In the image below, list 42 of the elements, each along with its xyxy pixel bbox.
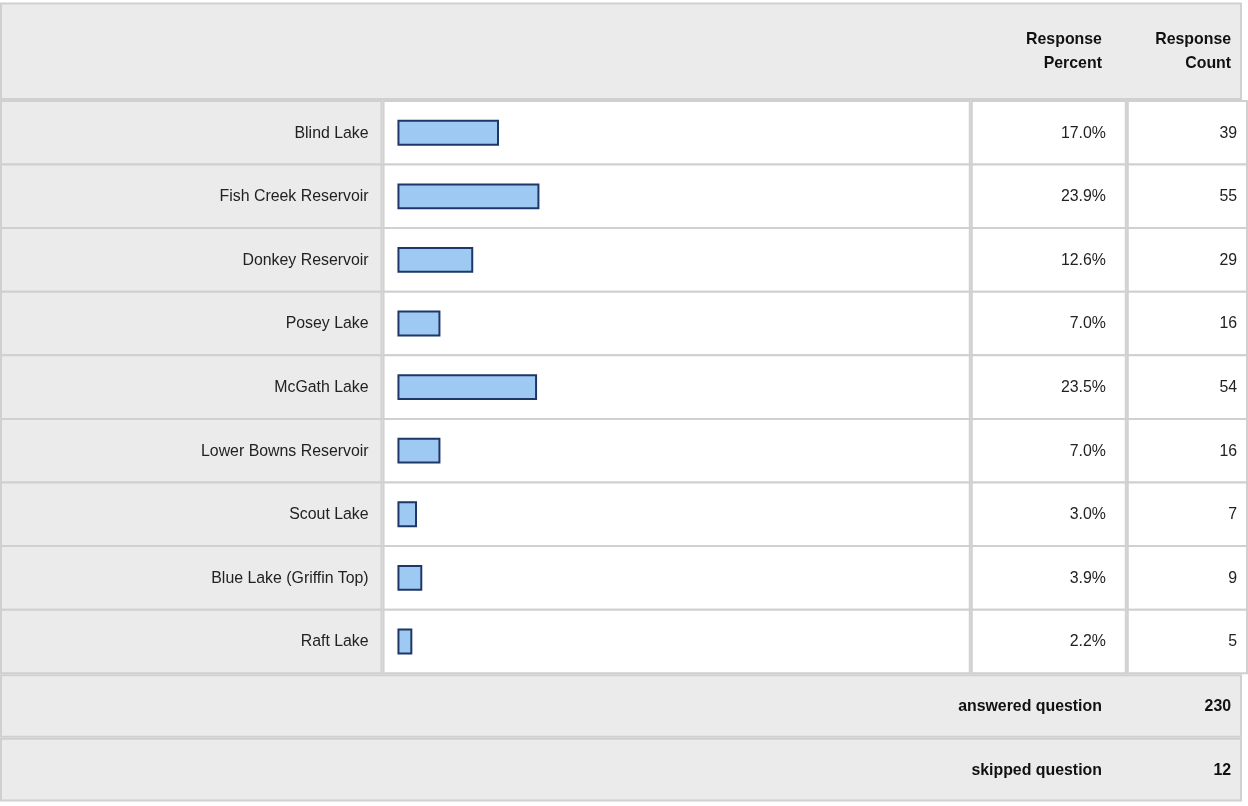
text: 230 [1204,697,1232,715]
text: 29 [1219,250,1238,268]
data-label: 23.9% [1060,187,1106,205]
data-label: 3.9% [1069,568,1106,586]
bar [397,628,413,655]
y-tick-label: Fish Creek Reservoir [219,187,370,205]
y-tick-label: Posey Lake [285,314,369,332]
text: Response Count [1155,30,1232,72]
text: 7 [1228,505,1238,523]
bar [397,310,441,337]
text: 16 [1219,441,1238,459]
text: 12 [1213,760,1232,778]
y-tick-label: McGath Lake [274,378,369,396]
y-tick-label: Donkey Reservoir [242,250,370,268]
data-label: 2.2% [1069,632,1106,650]
text: 39 [1219,123,1238,141]
y-tick-label: Scout Lake [289,505,369,523]
bar [397,119,500,146]
bar [397,437,441,464]
text: 54 [1219,378,1238,396]
text: 16 [1219,314,1238,332]
text: 9 [1228,568,1238,586]
data-label: 7.0% [1069,441,1106,459]
bar [397,501,418,528]
text: 55 [1219,187,1238,205]
bar [397,564,423,591]
bar [397,183,540,210]
bar [397,246,474,273]
data-label: 3.0% [1069,505,1106,523]
data-label: 7.0% [1069,314,1106,332]
data-label: 23.5% [1060,378,1106,396]
text: 5 [1228,632,1238,650]
y-tick-label: Raft Lake [300,632,369,650]
y-tick-label: Lower Bowns Reservoir [201,441,370,459]
text: Response Percent [1026,30,1103,72]
data-label: 17.0% [1060,123,1106,141]
text: answered question [958,697,1102,715]
text: skipped question [971,760,1102,778]
y-tick-label: Blind Lake [294,123,369,141]
y-tick-label: Blue Lake (Griffin Top) [211,568,369,586]
data-label: 12.6% [1060,250,1106,268]
bar [397,374,538,401]
